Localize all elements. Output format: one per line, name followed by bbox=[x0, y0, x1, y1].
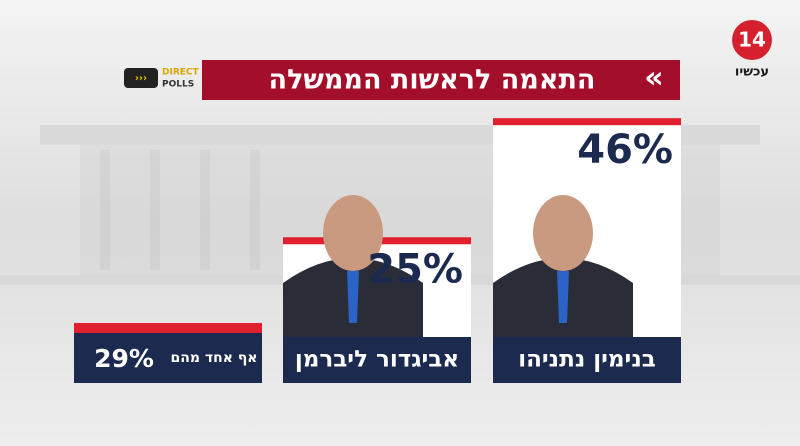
chart-title: התאמה לראשות הממשלה bbox=[269, 65, 596, 96]
candidate-photo bbox=[557, 271, 569, 323]
poll-brand-top: DIRECT bbox=[162, 68, 200, 78]
name-strip bbox=[283, 337, 471, 383]
title-box bbox=[202, 60, 680, 100]
channel-name: עכשיו bbox=[735, 65, 769, 80]
category-label: אביגדור ליברמן bbox=[295, 347, 459, 373]
category-label: אף אחד מהם bbox=[171, 350, 258, 366]
poll-brand-bottom: POLLS bbox=[162, 80, 194, 90]
category-label: בנימין נתניהו bbox=[518, 347, 656, 373]
poll-logo-arrows: ››› bbox=[135, 73, 147, 84]
value-label: 29% bbox=[94, 344, 154, 373]
name-strip bbox=[493, 337, 681, 383]
candidate-photo bbox=[323, 195, 383, 271]
candidate-photo bbox=[533, 195, 593, 271]
title-chevrons: « bbox=[644, 61, 663, 96]
channel-logo bbox=[732, 20, 772, 60]
box bbox=[74, 333, 262, 383]
candidate-photo bbox=[347, 271, 359, 323]
box-top-stripe bbox=[74, 323, 262, 333]
value-label: 46% bbox=[577, 127, 673, 173]
value-label: 25% bbox=[367, 246, 463, 292]
poll-logo-icon bbox=[124, 68, 158, 88]
channel-number: 14 bbox=[738, 28, 766, 52]
bar-top-stripe bbox=[493, 118, 681, 126]
